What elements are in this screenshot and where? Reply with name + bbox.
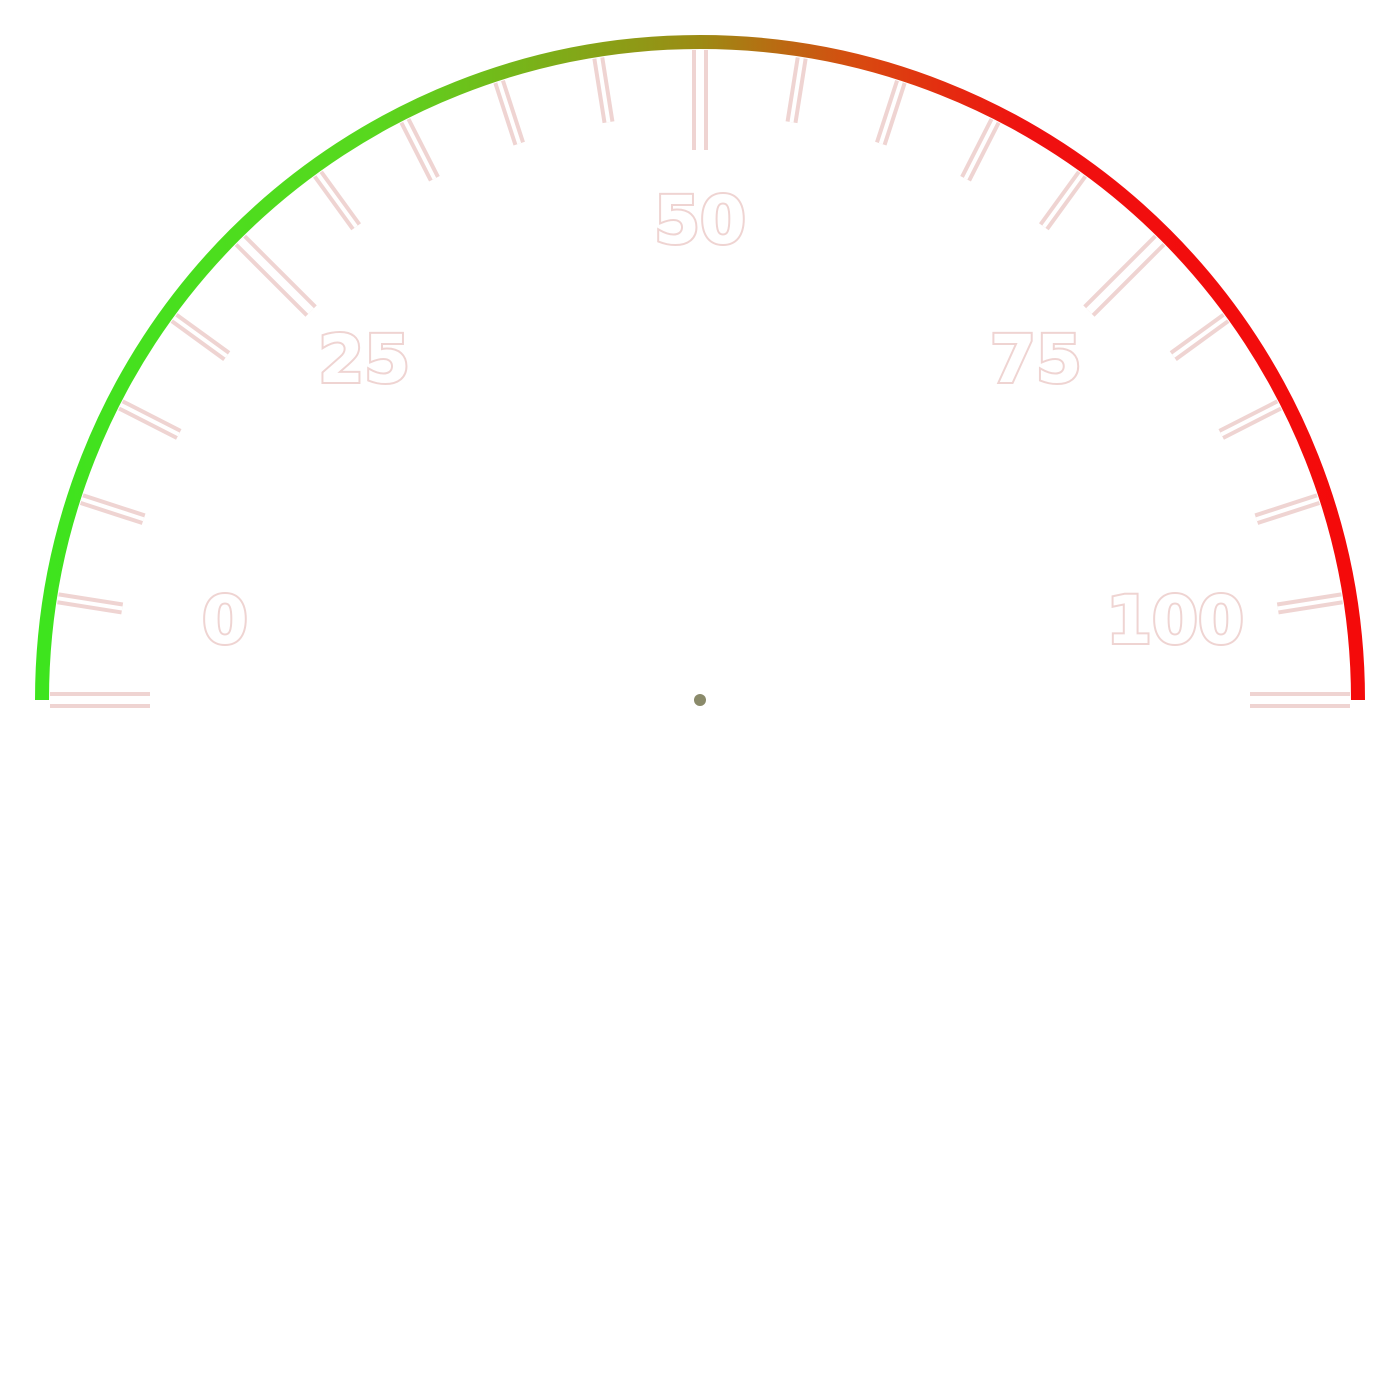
minor-tick-40-fill <box>497 81 522 145</box>
minor-tick-85-fill <box>1220 403 1281 437</box>
minor-tick-55-fill <box>789 57 804 123</box>
major-tick-75-fill <box>1086 237 1163 314</box>
major-tick-labels: 0 25 50 75 100 <box>200 180 1246 661</box>
tick-label-25: 25 <box>318 321 410 398</box>
minor-tick-60-fill <box>878 81 903 145</box>
minor-tick-65-fill <box>963 119 997 180</box>
minor-tick-20-fill <box>172 316 228 358</box>
gauge-hub <box>694 694 706 706</box>
minor-tick-80-fill <box>1172 316 1228 358</box>
minor-tick-10-fill <box>81 497 145 522</box>
minor-tick-15-fill <box>119 403 180 437</box>
minor-tick-45-fill <box>596 57 611 123</box>
major-ticks <box>50 50 1350 708</box>
tick-label-0: 0 <box>202 582 248 659</box>
minor-ticks <box>57 57 1343 615</box>
tick-label-50: 50 <box>654 182 746 259</box>
tick-label-100: 100 <box>1106 582 1244 659</box>
minor-tick-30-fill <box>316 172 358 228</box>
minor-tick-5-fill <box>57 596 123 611</box>
minor-tick-35-fill <box>403 119 437 180</box>
major-tick-25-fill <box>237 237 314 314</box>
tick-label-75: 75 <box>990 321 1082 398</box>
minor-tick-90-fill <box>1255 497 1319 522</box>
minor-tick-70-fill <box>1042 172 1084 228</box>
minor-tick-95-fill <box>1277 596 1343 611</box>
gauge-arc <box>35 35 1365 701</box>
